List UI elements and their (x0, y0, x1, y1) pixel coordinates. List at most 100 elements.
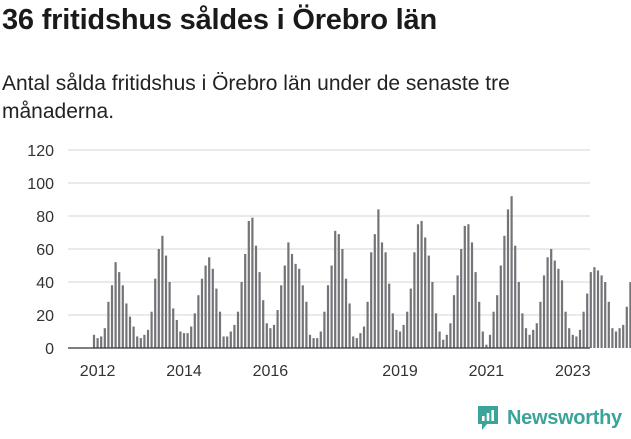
bar (557, 268, 560, 348)
bar (560, 280, 564, 348)
bar (434, 313, 438, 348)
bar (103, 328, 106, 348)
bar (200, 278, 204, 348)
y-tick-label: 20 (36, 308, 54, 325)
bar (240, 282, 243, 348)
bar (272, 324, 276, 348)
bar (265, 323, 268, 348)
bar (168, 282, 171, 348)
bar (413, 252, 416, 348)
bar (175, 319, 178, 348)
bar-chart: 0204060801001202012201420162019202120232… (27, 143, 631, 380)
bar (391, 313, 394, 348)
bar (571, 334, 574, 348)
bar (172, 308, 175, 348)
bar (280, 285, 283, 348)
bar (596, 270, 600, 348)
bar (420, 220, 423, 348)
bar (618, 328, 621, 348)
bar (438, 331, 441, 348)
bar (467, 224, 470, 348)
bar (524, 328, 528, 348)
bar (506, 209, 510, 348)
bar (334, 230, 337, 348)
bar (625, 306, 628, 348)
bar (128, 316, 132, 348)
bar (107, 301, 110, 348)
bar (582, 311, 585, 348)
bar (204, 265, 207, 348)
bar (568, 328, 571, 348)
x-tick-label: 2012 (80, 363, 116, 380)
bar (290, 253, 294, 348)
bar (305, 301, 308, 348)
bar (262, 300, 265, 348)
bar (402, 324, 405, 348)
bar (244, 253, 247, 348)
brand-name: Newsworthy (507, 406, 622, 429)
bar (308, 334, 312, 348)
bar (398, 331, 402, 348)
bar (359, 333, 362, 348)
bar (492, 311, 495, 348)
bar (301, 285, 304, 348)
bar (373, 234, 376, 348)
bar (251, 217, 254, 348)
x-tick-label: 2023 (555, 363, 591, 380)
bar (157, 249, 160, 348)
bar (463, 225, 466, 348)
bar (600, 275, 603, 348)
bar (416, 224, 420, 348)
bar (341, 249, 344, 348)
bar (352, 336, 355, 348)
bar (528, 334, 531, 348)
bar (118, 272, 121, 348)
bar (614, 331, 618, 348)
bar (294, 263, 297, 348)
bar (258, 272, 261, 348)
bar (478, 301, 481, 348)
bar (622, 324, 625, 348)
bar (136, 336, 139, 348)
bar (362, 326, 366, 348)
bar (485, 344, 488, 348)
bar (542, 275, 546, 348)
bar (474, 272, 477, 348)
bar (604, 282, 607, 348)
x-tick-label: 2016 (253, 363, 289, 380)
bar (424, 237, 427, 348)
bar (384, 252, 387, 348)
bar (629, 282, 631, 348)
bar (355, 338, 358, 348)
newsworthy-logo-icon (478, 406, 498, 430)
bar (456, 275, 459, 348)
bar (344, 278, 348, 348)
y-tick-label: 40 (36, 275, 54, 292)
bar (337, 234, 340, 348)
bar (226, 336, 229, 348)
bar (470, 242, 474, 348)
bar (575, 336, 578, 348)
x-tick-label: 2014 (166, 363, 202, 380)
bar (287, 242, 290, 348)
bar (143, 334, 146, 348)
bar (197, 295, 200, 348)
bar (312, 338, 315, 348)
bar (132, 326, 135, 348)
bar (539, 301, 542, 348)
bar (499, 265, 502, 348)
bar (319, 331, 322, 348)
bar (114, 262, 117, 348)
bar (589, 272, 592, 348)
bar (611, 328, 614, 348)
bar (236, 311, 240, 348)
chart-title: 36 fritidshus såldes i Örebro län (2, 4, 437, 36)
bar (348, 303, 351, 348)
bar (427, 255, 430, 348)
bar (186, 333, 189, 348)
y-tick-label: 120 (27, 143, 54, 160)
brand-logo: Newsworthy (476, 405, 622, 431)
bar (442, 339, 445, 348)
bar (125, 303, 128, 348)
bar (247, 220, 250, 348)
